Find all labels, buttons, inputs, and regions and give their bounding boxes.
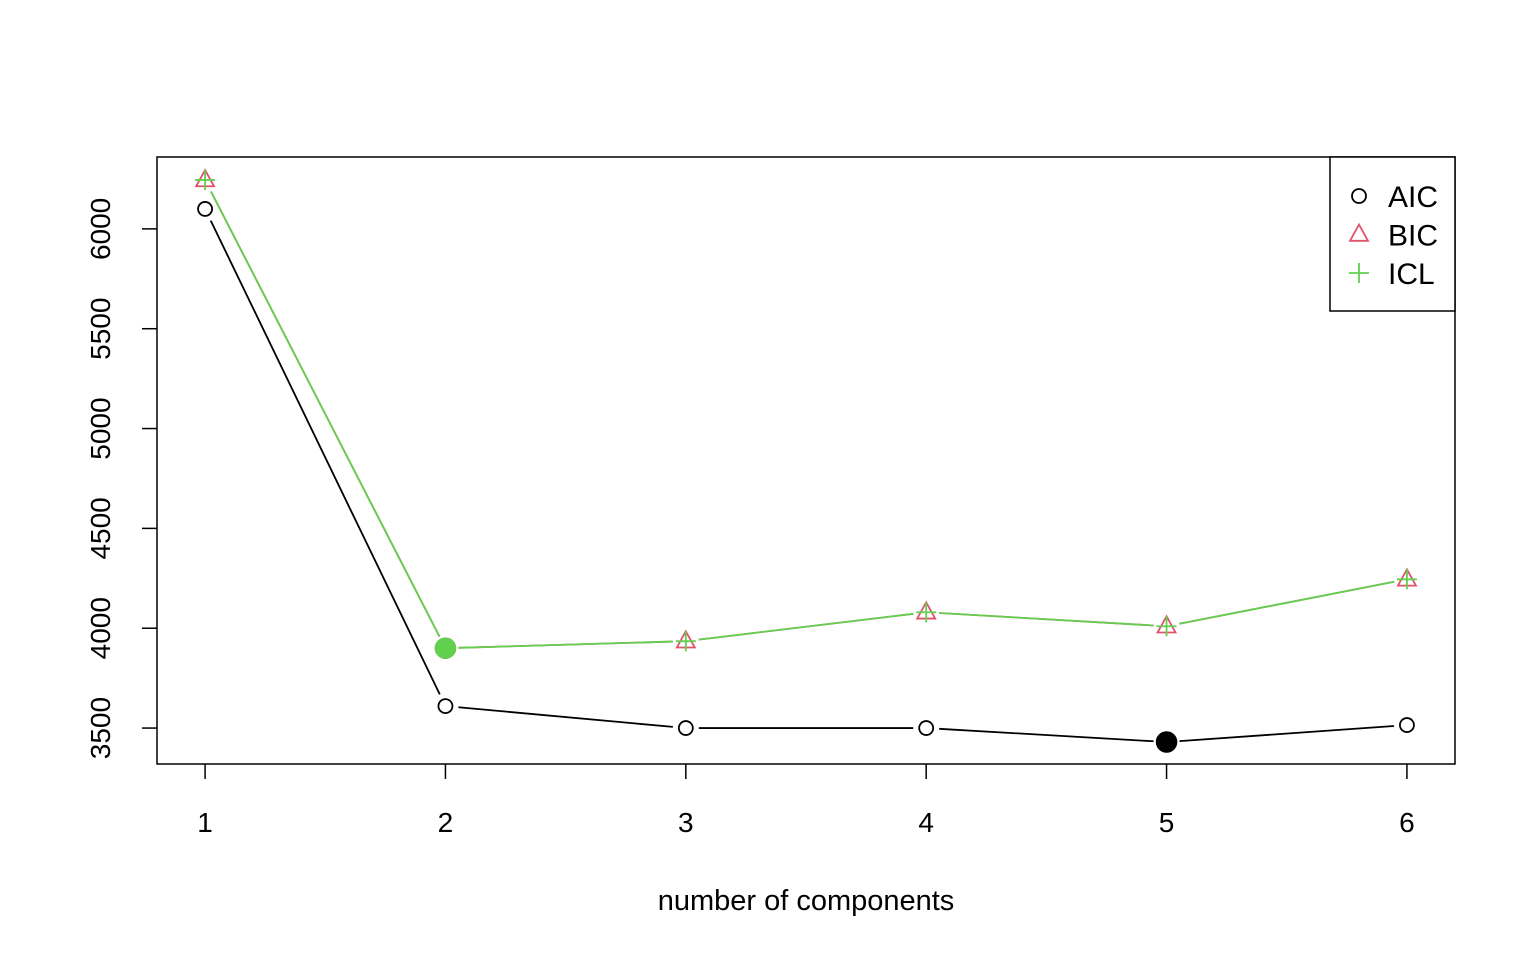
series-segment — [1179, 580, 1395, 625]
legend-marker — [1349, 263, 1369, 283]
data-point — [1155, 731, 1178, 753]
legend-label: AIC — [1388, 181, 1438, 214]
data-point — [677, 720, 694, 736]
y-tick-label: 5500 — [85, 298, 116, 360]
data-point — [918, 720, 935, 736]
series-icl — [195, 169, 1417, 659]
legend-box — [1329, 156, 1456, 312]
y-axis: 3500 4000 4500 5000 5500 6000 — [85, 198, 157, 759]
legend-item-icl: ICL — [1349, 258, 1435, 291]
x-axis: 1 2 3 4 5 6 — [197, 764, 1415, 838]
data-point — [1156, 616, 1177, 637]
x-tick-label: 5 — [1159, 807, 1175, 838]
y-tick-label: 4000 — [85, 597, 116, 659]
legend-label: ICL — [1388, 258, 1435, 291]
y-tick-label: 6000 — [85, 198, 116, 260]
legend: AIC BIC ICL — [1329, 156, 1456, 312]
data-point — [195, 169, 216, 190]
x-tick-label: 6 — [1399, 807, 1415, 838]
series-segment — [458, 640, 673, 649]
series-segment — [698, 612, 914, 641]
legend-marker — [1348, 222, 1370, 242]
legend-label: BIC — [1388, 220, 1438, 253]
legend-marker — [1351, 188, 1367, 204]
y-tick-label: 4500 — [85, 497, 116, 559]
data-point — [197, 201, 213, 217]
data-point — [437, 698, 454, 714]
legend-item-bic: BIC — [1348, 220, 1438, 253]
data-point — [675, 631, 696, 652]
series-segment — [210, 191, 441, 638]
plot-frame — [156, 156, 1456, 765]
x-tick-label: 1 — [197, 807, 213, 838]
data-point — [434, 637, 457, 659]
y-tick-label: 3500 — [85, 697, 116, 759]
series-layer — [194, 168, 1418, 753]
x-tick-label: 2 — [438, 807, 454, 838]
data-point — [1396, 569, 1417, 590]
series-segment — [458, 706, 673, 728]
x-tick-label: 3 — [678, 807, 694, 838]
x-axis-title: number of components — [658, 885, 955, 917]
data-point — [916, 602, 937, 623]
data-point — [1399, 717, 1415, 733]
series-segment — [939, 727, 1154, 743]
series-aic — [197, 201, 1415, 753]
x-tick-label: 4 — [918, 807, 934, 838]
series-segment — [209, 220, 441, 695]
y-tick-label: 5000 — [85, 397, 116, 459]
legend-item-aic: AIC — [1351, 181, 1438, 214]
series-segment — [1179, 725, 1395, 743]
series-segment — [939, 612, 1154, 627]
